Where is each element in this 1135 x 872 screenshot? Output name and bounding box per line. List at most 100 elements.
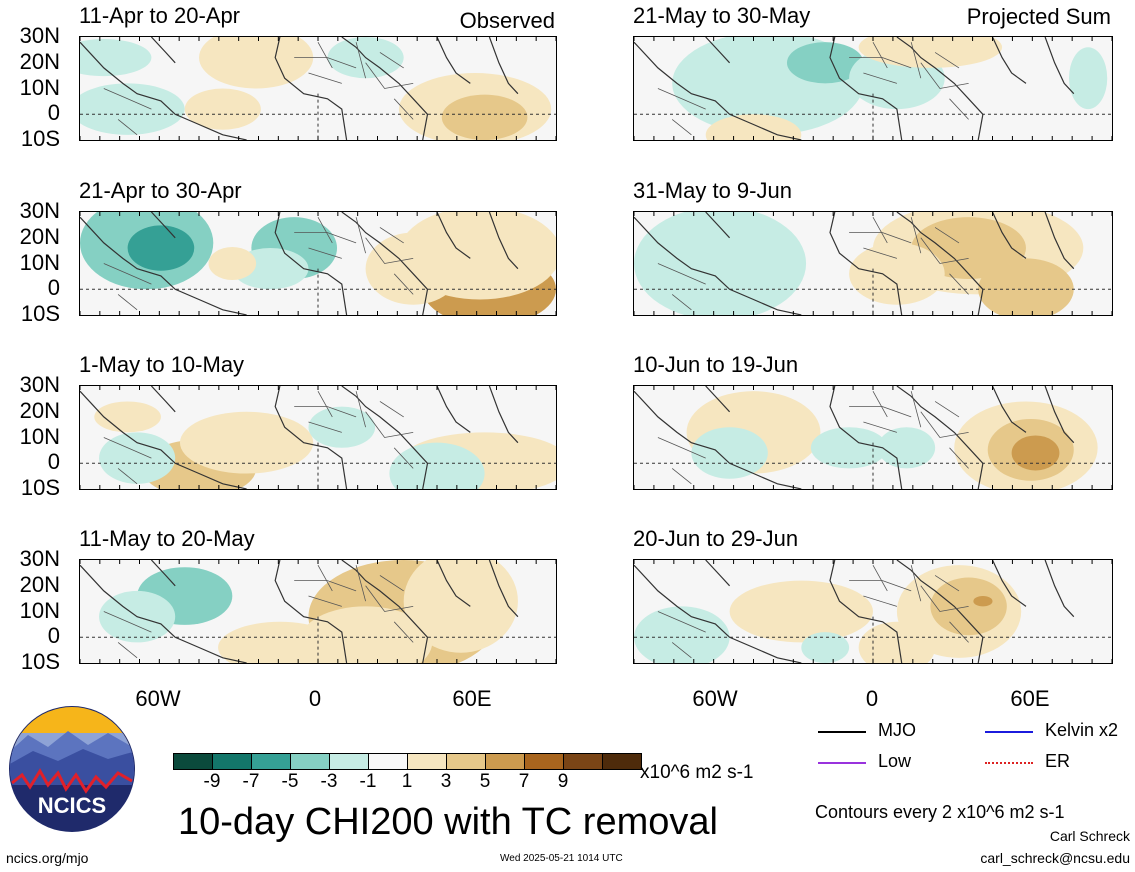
anomaly-shading	[978, 258, 1074, 315]
coastline	[705, 560, 731, 587]
coastline	[80, 216, 247, 315]
colorbar-cell	[446, 753, 486, 770]
colorbar-cell	[251, 753, 291, 770]
colorbar-cell	[329, 753, 369, 770]
panel-title: 11-May to 20-May	[79, 526, 255, 551]
coastline	[150, 212, 176, 239]
legend-label-mjo: MJO	[878, 720, 916, 740]
map-canvas	[634, 37, 1112, 140]
country-border	[849, 580, 969, 612]
coastline	[274, 212, 348, 315]
anomaly-map	[633, 36, 1113, 141]
country-border	[657, 263, 706, 311]
anomaly-shading	[810, 427, 888, 469]
colorbar-cell	[407, 753, 447, 770]
country-border	[294, 232, 414, 264]
coastline	[80, 564, 247, 663]
coastline	[991, 212, 1027, 259]
lat-label: 30N	[19, 372, 60, 397]
main-title: 10-day CHI200 with TC removal	[178, 801, 718, 843]
map-canvas	[634, 560, 1112, 663]
observed-tag: Observed	[459, 8, 555, 33]
coastline	[634, 216, 802, 315]
coastline	[829, 37, 903, 140]
anomaly-shading	[705, 114, 802, 140]
map-canvas	[80, 386, 556, 489]
coastline	[80, 41, 247, 140]
anomaly-shading	[1011, 435, 1060, 471]
anomaly-shading	[99, 432, 176, 484]
colorbar-tick-label: 3	[440, 771, 452, 792]
country-border	[849, 232, 969, 264]
anomaly-shading	[127, 225, 195, 271]
country-border	[317, 565, 414, 643]
panel-title: 11-Apr to 20-Apr	[79, 3, 241, 28]
lat-label: 10N	[19, 597, 60, 623]
lat-label: 30N	[19, 23, 60, 48]
anomaly-map	[633, 385, 1113, 490]
lat-label: 0	[47, 449, 60, 475]
lat-label: 20N	[19, 571, 60, 597]
country-border	[872, 217, 969, 295]
legend-label-low: Low	[878, 751, 912, 771]
coastline	[991, 386, 1027, 433]
anomaly-shading	[298, 606, 433, 663]
colorbar-tick-label: 9	[557, 771, 569, 792]
anomaly-shading	[877, 427, 936, 469]
country-border	[849, 406, 969, 438]
country-border	[849, 57, 969, 89]
colorbar-tick-label: 1	[401, 771, 413, 792]
country-border	[872, 565, 969, 643]
panel-title: 31-May to 9-Jun	[633, 178, 792, 203]
coastline	[436, 560, 471, 607]
coastline	[436, 386, 471, 433]
colorbar-cell	[563, 753, 603, 770]
lat-label: 10N	[19, 74, 60, 100]
colorbar	[173, 753, 642, 770]
lon-label-0-right: 0	[865, 686, 879, 711]
country-border	[103, 437, 152, 485]
anomaly-map	[633, 211, 1113, 316]
logo-text: NCICS	[37, 793, 107, 818]
legend-label-kelvin: Kelvin x2	[1045, 720, 1119, 740]
coastline	[488, 212, 519, 270]
anomaly-shading	[179, 411, 314, 474]
lat-label: 20N	[19, 397, 60, 423]
coastline	[634, 390, 802, 489]
coastline	[274, 386, 348, 489]
map-canvas	[634, 212, 1112, 315]
colorbar-tick-label: 5	[479, 771, 491, 792]
lat-label: 20N	[19, 48, 60, 74]
coastline	[634, 564, 802, 663]
panel-title: 21-May to 30-May	[633, 3, 811, 28]
coastline	[991, 560, 1027, 607]
colorbar-cell	[368, 753, 408, 770]
coastline	[829, 386, 903, 489]
panel-title: 10-Jun to 19-Jun	[633, 352, 799, 377]
anomaly-shading	[634, 606, 730, 663]
country-border	[103, 88, 152, 136]
country-border	[657, 611, 706, 659]
colorbar-tick-label: -3	[320, 771, 338, 792]
coastline	[150, 560, 176, 587]
legend-line-mjo	[818, 731, 866, 733]
colorbar-cell	[485, 753, 525, 770]
anomaly-shading	[184, 88, 261, 130]
lat-label: 0	[47, 100, 60, 126]
coastline	[1044, 386, 1075, 444]
lat-label: 30N	[19, 546, 60, 571]
anomaly-shading	[199, 37, 314, 89]
anomaly-shading	[801, 632, 850, 663]
legend-line-kelvin	[985, 731, 1033, 733]
coastline	[705, 386, 731, 413]
anomaly-shading	[94, 401, 161, 433]
anomaly-map	[633, 559, 1113, 664]
anomaly-shading	[973, 596, 993, 607]
colorbar-tick-label: -5	[281, 771, 299, 792]
colorbar-cell	[524, 753, 564, 770]
country-border	[294, 406, 414, 438]
legend-line-er	[985, 762, 1033, 764]
footer-author: Carl Schreck	[1049, 828, 1130, 844]
footer-url[interactable]: ncics.org/mjo	[6, 850, 89, 866]
coastline	[634, 41, 802, 140]
